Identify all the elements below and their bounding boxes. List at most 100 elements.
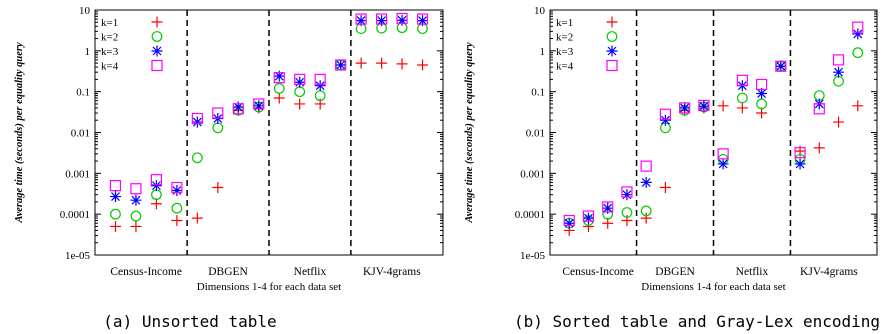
data-point-k=4 <box>232 103 244 115</box>
y-tick-label: 1e-05 <box>65 250 91 262</box>
data-point-k=3 <box>191 116 203 128</box>
data-point-k=3 <box>717 158 729 170</box>
data-point-k=3 <box>659 114 671 126</box>
legend-label: k=3 <box>556 46 574 58</box>
data-point-k=4 <box>416 13 429 25</box>
data-point-k=3 <box>417 15 429 27</box>
data-point-k=4 <box>171 181 183 194</box>
x-axis-label: Dimensions 1-4 for each data set <box>641 281 785 293</box>
data-point-k=2 <box>171 202 183 214</box>
data-point-k=4 <box>679 102 691 114</box>
data-point-k=4 <box>150 174 163 186</box>
data-point-k=3 <box>833 66 845 78</box>
data-point-k=3 <box>679 102 691 114</box>
data-point-k=3 <box>794 158 806 170</box>
legend-label: k=2 <box>556 32 573 44</box>
category-label: Census-Income <box>110 266 182 278</box>
data-point-k=2 <box>151 189 162 201</box>
data-point-k=4 <box>253 98 265 110</box>
data-point-k=1 <box>109 220 121 232</box>
data-point-k=3 <box>171 184 183 196</box>
category-label: Netflix <box>294 266 327 278</box>
legend-marker <box>151 59 163 72</box>
data-point-k=2 <box>852 47 864 59</box>
data-point-k=4 <box>717 148 729 160</box>
data-point-k=1 <box>852 100 864 112</box>
data-point-k=2 <box>736 92 748 104</box>
figure-caption: (b) Sorted table and Gray-Lex encoding <box>514 312 880 331</box>
data-point-k=3 <box>582 212 594 224</box>
data-point-k=3 <box>852 28 864 40</box>
data-point-k=3 <box>294 76 306 88</box>
legend-marker <box>606 16 618 28</box>
data-point-k=2 <box>273 83 285 94</box>
data-point-k=3 <box>756 88 768 100</box>
data-point-k=3 <box>563 217 575 229</box>
data-point-k=4 <box>621 186 633 198</box>
data-point-k=2 <box>833 75 844 87</box>
figure-caption: (a) Unsorted table <box>103 312 276 331</box>
data-point-k=3 <box>775 60 787 72</box>
data-point-k=3 <box>621 189 633 201</box>
data-point-k=2 <box>294 86 306 98</box>
data-point-k=2 <box>212 122 224 134</box>
data-point-k=2 <box>640 205 652 217</box>
data-point-k=4 <box>109 180 122 192</box>
data-point-k=3 <box>602 202 614 214</box>
data-point-k=1 <box>813 142 825 154</box>
legend-marker <box>151 45 163 57</box>
data-point-k=4 <box>273 72 285 84</box>
y-tick-label: 1e-05 <box>520 250 546 262</box>
legend-marker <box>606 45 618 57</box>
data-point-k=4 <box>563 214 575 227</box>
data-point-k=4 <box>640 160 652 172</box>
legend-label: k=4 <box>556 61 574 73</box>
legend-marker <box>151 16 163 28</box>
y-tick-label: 1 <box>540 46 546 58</box>
data-point-k=1 <box>640 212 652 224</box>
data-point-k=3 <box>396 14 408 26</box>
data-point-k=4 <box>355 13 367 25</box>
data-point-k=1 <box>833 116 845 128</box>
data-point-k=4 <box>582 210 595 222</box>
y-tick-label: 10 <box>79 5 91 17</box>
legend-marker <box>151 31 163 42</box>
data-point-k=3 <box>232 101 244 113</box>
y-tick-label: 0.001 <box>520 168 545 180</box>
y-tick-label: 0.1 <box>76 87 90 99</box>
data-point-k=4 <box>294 73 306 85</box>
category-label: DBGEN <box>208 266 248 278</box>
data-point-k=3 <box>150 180 162 192</box>
y-tick-label: 0.01 <box>526 128 545 140</box>
data-point-k=4 <box>375 13 388 25</box>
legend-label: k=4 <box>101 61 119 73</box>
chart-panel-1: 1e-05 0.0001 0.001 0.01 0.1 1 10 Census-Income D… <box>14 5 444 331</box>
data-point-k=1 <box>396 58 408 70</box>
legend-label: k=2 <box>101 32 118 44</box>
y-tick-label: 0.0001 <box>60 209 90 221</box>
data-point-k=4 <box>775 60 787 72</box>
chart-panel-2: 1e-05 0.0001 0.001 0.01 0.1 1 10 Census-Income D… <box>464 5 880 331</box>
data-point-k=3 <box>130 194 142 206</box>
category-label: KJV-4grams <box>363 266 421 278</box>
data-point-k=4 <box>659 108 672 120</box>
x-axis-label: Dimensions 1-4 for each data set <box>197 281 341 293</box>
data-point-k=2 <box>756 98 767 110</box>
data-point-k=4 <box>698 99 710 112</box>
data-point-k=4 <box>191 112 203 125</box>
data-point-k=1 <box>130 220 142 232</box>
y-tick-label: 0.001 <box>65 168 90 180</box>
y-tick-label: 0.1 <box>531 87 545 99</box>
data-point-k=3 <box>273 70 285 82</box>
data-point-k=4 <box>813 103 825 115</box>
data-point-k=1 <box>273 92 285 104</box>
data-point-k=1 <box>736 102 748 114</box>
legend-marker <box>606 31 618 42</box>
data-point-k=2 <box>191 152 203 164</box>
data-point-k=2 <box>110 208 121 220</box>
data-point-k=3 <box>335 59 347 71</box>
data-point-k=3 <box>376 15 388 27</box>
data-point-k=4 <box>602 201 614 213</box>
data-point-k=4 <box>212 107 224 119</box>
